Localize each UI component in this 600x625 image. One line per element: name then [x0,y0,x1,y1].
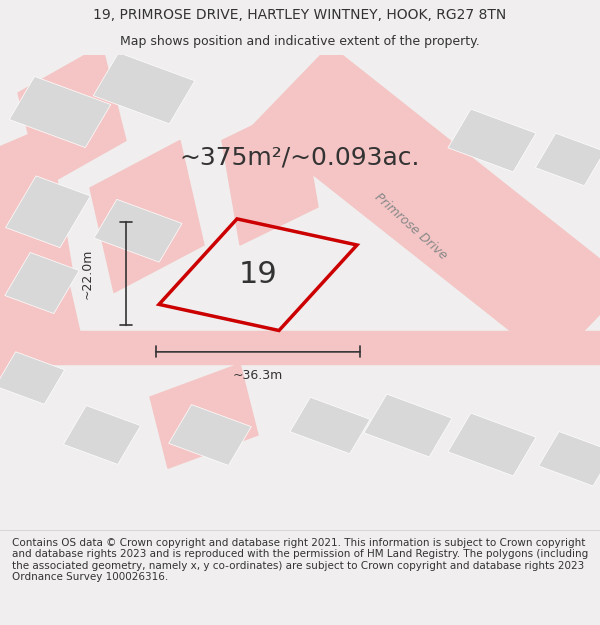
Polygon shape [0,331,600,364]
Text: Contains OS data © Crown copyright and database right 2021. This information is : Contains OS data © Crown copyright and d… [12,538,588,582]
Text: Primrose Drive: Primrose Drive [372,190,450,262]
Polygon shape [169,404,251,466]
Polygon shape [252,46,600,364]
Polygon shape [64,406,140,464]
Polygon shape [448,413,536,476]
Polygon shape [364,394,452,457]
Polygon shape [290,398,370,454]
Polygon shape [150,364,258,468]
Text: 19, PRIMROSE DRIVE, HARTLEY WINTNEY, HOOK, RG27 8TN: 19, PRIMROSE DRIVE, HARTLEY WINTNEY, HOO… [94,8,506,22]
Polygon shape [18,46,126,188]
Text: ~375m²/~0.093ac.: ~375m²/~0.093ac. [180,145,420,169]
Polygon shape [90,141,204,292]
Text: 19: 19 [239,260,277,289]
Polygon shape [539,431,600,486]
Text: ~22.0m: ~22.0m [80,248,94,299]
Polygon shape [93,52,195,124]
Polygon shape [94,199,182,262]
Polygon shape [448,109,536,172]
Text: ~36.3m: ~36.3m [233,369,283,382]
Polygon shape [0,126,72,302]
Polygon shape [0,352,65,404]
Polygon shape [9,76,111,148]
Polygon shape [0,245,84,388]
Polygon shape [5,253,79,314]
Polygon shape [5,176,91,248]
Polygon shape [222,102,318,245]
Polygon shape [535,133,600,186]
Text: Map shows position and indicative extent of the property.: Map shows position and indicative extent… [120,35,480,48]
